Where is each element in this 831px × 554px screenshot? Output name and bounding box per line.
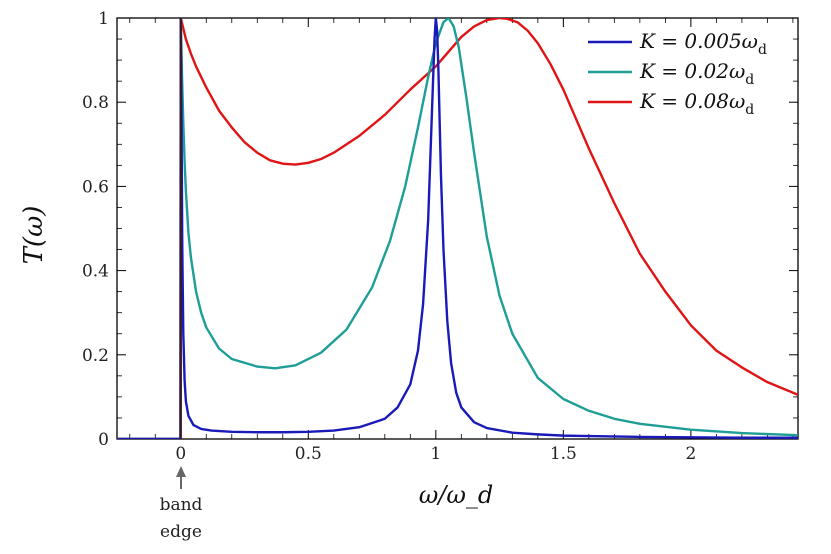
series-line-1 <box>117 18 798 439</box>
y-tick-label: 0.6 <box>82 177 109 197</box>
y-tick-label: 0.8 <box>82 93 109 113</box>
x-tick-label: 1 <box>430 444 441 464</box>
legend-label: K = 0.08ωd <box>639 89 754 118</box>
legend-label-subscript: d <box>745 72 754 88</box>
y-axis-label: T(ω) <box>19 206 49 265</box>
series-line-3 <box>117 18 798 439</box>
legend-label: K = 0.005ωd <box>639 29 767 58</box>
series-layer <box>117 18 798 439</box>
x-tick-label: 0.5 <box>295 444 322 464</box>
ticks-layer: 0 0.5 1 1.5 2 0 0.2 0.4 0.6 0.8 1 <box>82 9 798 464</box>
y-tick-label: 0 <box>98 430 109 450</box>
band-edge-label-line1: band <box>160 495 203 515</box>
band-edge-annotation: band edge <box>160 466 203 542</box>
x-tick-label: 1.5 <box>550 444 577 464</box>
band-edge-arrow-head <box>176 466 186 477</box>
series-line-2 <box>117 18 798 439</box>
legend-label-subscript: d <box>758 42 767 58</box>
x-tick-label: 0 <box>175 444 186 464</box>
y-tick-label: 1 <box>98 9 109 29</box>
y-tick-label: 0.4 <box>82 262 109 282</box>
legend-label: K = 0.02ωd <box>639 59 754 88</box>
x-axis-label: ω/ω_d <box>419 481 494 509</box>
legend-label-subscript: d <box>745 102 754 118</box>
x-tick-label: 2 <box>685 444 696 464</box>
y-tick-label: 0.2 <box>82 346 109 366</box>
band-edge-label-line2: edge <box>160 522 202 542</box>
